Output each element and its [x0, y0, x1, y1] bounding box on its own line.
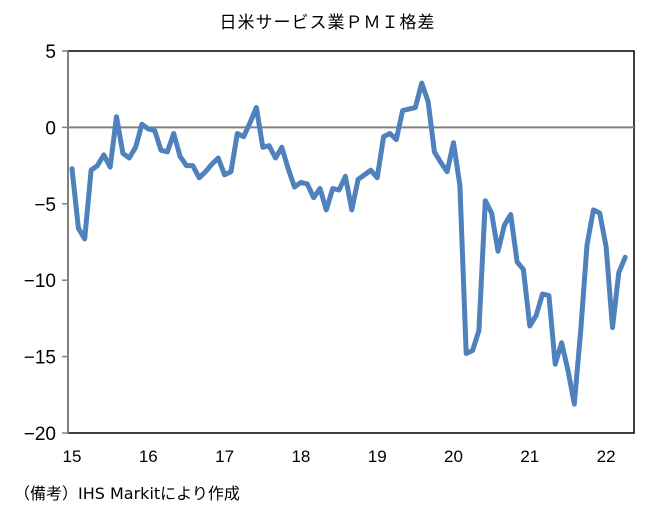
- x-tick-label: 22: [597, 447, 616, 466]
- x-tick-label: 15: [63, 447, 82, 466]
- plot-frame: [67, 50, 635, 434]
- y-tick-label: −5: [34, 195, 56, 216]
- source-note: （備考）IHS Markitにより作成: [14, 484, 240, 503]
- y-tick-label: −10: [24, 271, 56, 292]
- y-tick-label: −20: [24, 424, 56, 445]
- y-tick-label: −15: [24, 348, 56, 369]
- x-tick-label: 20: [444, 447, 463, 466]
- y-tick-label: 0: [45, 118, 56, 139]
- y-tick-label: 5: [45, 42, 56, 63]
- chart-title: 日米サービス業ＰＭＩ格差: [219, 13, 436, 33]
- x-tick-label: 16: [139, 447, 158, 466]
- x-tick-label: 18: [291, 447, 310, 466]
- x-axis: 15 16 17 18 19 20 21 22: [63, 447, 616, 466]
- x-tick-label: 19: [368, 447, 387, 466]
- y-axis: 5 0 −5 −10 −15 −20: [24, 42, 69, 445]
- x-tick-label: 17: [215, 447, 234, 466]
- x-tick-label: 21: [520, 447, 539, 466]
- data-series-line: [69, 80, 628, 407]
